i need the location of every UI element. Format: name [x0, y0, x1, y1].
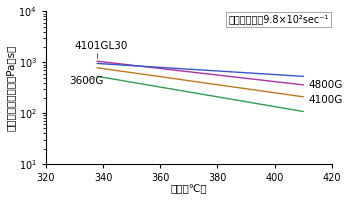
X-axis label: 温度（℃）: 温度（℃）: [170, 184, 207, 194]
Y-axis label: 見掛けの溶融粘度（Paシs）: 見掛けの溶融粘度（Paシs）: [6, 45, 15, 131]
Text: せん断速度＝9.8×10²sec⁻¹: せん断速度＝9.8×10²sec⁻¹: [229, 15, 329, 25]
Text: 4101GL30: 4101GL30: [75, 41, 128, 51]
Text: 3600G: 3600G: [69, 76, 103, 86]
Text: 4100G: 4100G: [309, 95, 343, 105]
Text: 4800G: 4800G: [309, 80, 343, 90]
